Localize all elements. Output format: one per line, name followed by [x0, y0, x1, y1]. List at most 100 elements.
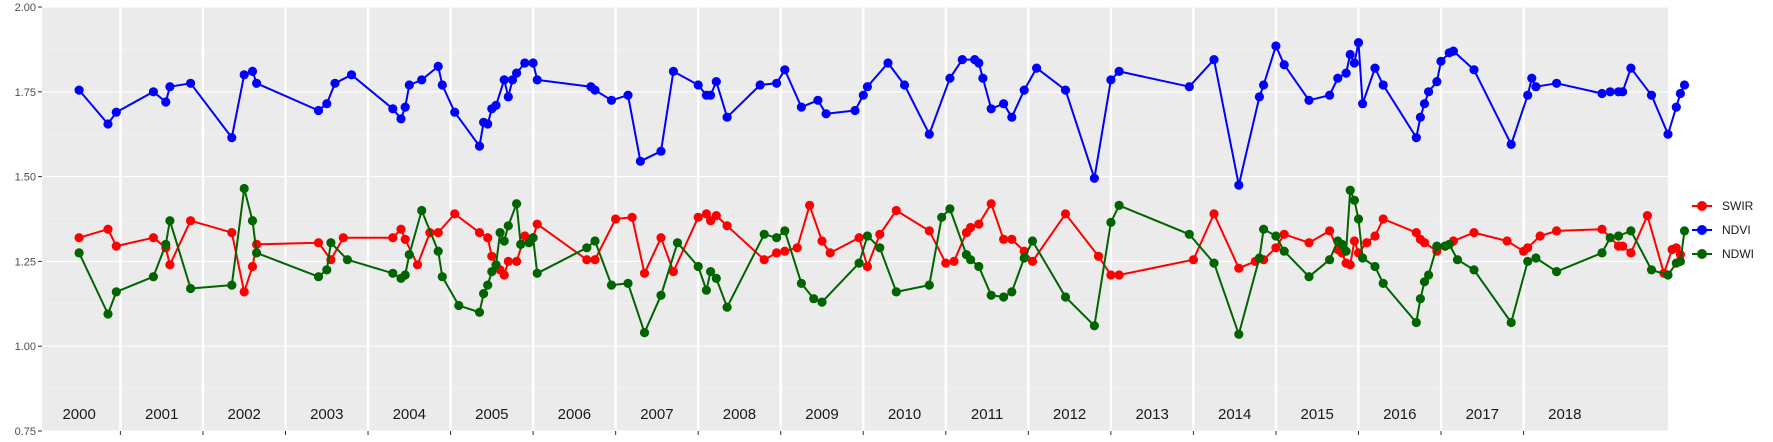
data-point-ndvi — [165, 82, 175, 92]
data-point-ndvi — [711, 77, 721, 87]
data-point-ndwi — [656, 290, 666, 300]
data-point-ndvi — [623, 90, 633, 100]
data-point-ndvi — [1234, 180, 1244, 190]
data-point-ndwi — [1675, 256, 1685, 266]
data-point-ndvi — [252, 78, 262, 88]
data-point-ndvi — [186, 78, 196, 88]
data-point-swir — [1345, 260, 1355, 270]
data-point-ndvi — [1106, 75, 1116, 85]
data-point-ndvi — [1007, 112, 1017, 122]
data-point-ndwi — [1370, 261, 1380, 272]
data-point-ndwi — [326, 238, 336, 248]
data-point-ndvi — [1432, 77, 1442, 87]
data-point-ndvi — [656, 146, 666, 156]
data-point-swir — [1279, 229, 1289, 239]
year-label: 2011 — [971, 406, 1003, 423]
data-point-swir — [1419, 238, 1430, 248]
data-point-ndvi — [1259, 80, 1269, 90]
data-point-swir — [1552, 226, 1562, 236]
data-point-ndwi — [511, 199, 522, 209]
data-point-ndwi — [1325, 255, 1335, 265]
data-point-ndwi — [1419, 277, 1430, 287]
data-point-ndvi — [924, 129, 934, 139]
data-point-ndwi — [862, 231, 873, 241]
data-point-ndwi — [227, 280, 237, 290]
data-point-ndvi — [417, 75, 427, 85]
data-point-swir — [924, 226, 934, 236]
year-label: 2017 — [1466, 406, 1499, 423]
data-point-ndvi — [1341, 68, 1351, 78]
data-point-ndwi — [1304, 272, 1314, 282]
data-point-ndwi — [945, 204, 955, 214]
data-point-swir — [388, 233, 398, 243]
data-point-ndvi — [437, 80, 447, 90]
data-point-ndvi — [1279, 60, 1289, 70]
data-point-ndwi — [1027, 236, 1038, 246]
data-point-ndwi — [974, 261, 984, 272]
data-point-ndvi — [693, 80, 703, 90]
data-point-ndvi — [635, 156, 646, 166]
data-point-ndwi — [1424, 270, 1434, 280]
data-point-ndvi — [491, 100, 501, 110]
data-point-ndwi — [693, 261, 703, 272]
data-point-ndwi — [474, 307, 485, 317]
data-point-ndvi — [1060, 85, 1071, 95]
data-point-ndwi — [1646, 265, 1657, 275]
data-point-ndvi — [313, 105, 324, 116]
data-point-ndwi — [1254, 253, 1264, 263]
data-point-ndvi — [433, 61, 443, 71]
data-point-ndwi — [606, 280, 617, 290]
data-point-ndvi — [499, 75, 509, 85]
data-point-swir — [1597, 224, 1607, 234]
data-point-ndwi — [759, 229, 769, 239]
data-point-ndwi — [479, 289, 489, 299]
data-point-swir — [1502, 236, 1512, 246]
data-point-ndvi — [1552, 78, 1562, 88]
data-point-ndvi — [796, 102, 807, 112]
data-point-ndwi — [247, 216, 258, 226]
data-point-ndwi — [1469, 265, 1479, 275]
legend-key-point — [1697, 249, 1707, 259]
data-point-swir — [503, 256, 513, 266]
data-point-ndvi — [400, 102, 410, 112]
data-point-ndvi — [1333, 73, 1343, 83]
data-point-swir — [338, 233, 348, 243]
data-point-ndvi — [986, 104, 996, 114]
data-point-ndwi — [1452, 255, 1463, 265]
legend-label: SWIR — [1722, 199, 1754, 213]
data-point-ndvi — [1679, 80, 1690, 90]
data-point-swir — [239, 287, 249, 297]
data-point-ndwi — [817, 297, 827, 307]
data-point-ndvi — [247, 66, 258, 76]
data-point-ndwi — [483, 280, 493, 290]
data-point-ndvi — [1304, 95, 1314, 105]
data-point-ndwi — [623, 278, 633, 288]
data-point-ndvi — [772, 78, 782, 88]
year-label: 2001 — [145, 406, 178, 423]
data-point-swir — [656, 233, 666, 243]
data-point-swir — [165, 260, 175, 270]
data-point-swir — [986, 199, 996, 209]
year-label: 2013 — [1135, 406, 1168, 423]
data-point-ndwi — [701, 285, 712, 295]
data-point-ndwi — [1060, 292, 1071, 302]
data-point-swir — [499, 270, 509, 280]
data-point-ndvi — [780, 65, 790, 75]
data-point-ndwi — [1613, 231, 1624, 241]
data-point-ndvi — [978, 73, 988, 83]
data-point-ndvi — [813, 95, 823, 105]
legend-key-point — [1697, 201, 1707, 211]
data-point-ndvi — [755, 80, 765, 90]
data-point-swir — [1523, 243, 1533, 253]
data-point-ndvi — [1671, 102, 1681, 112]
data-point-ndwi — [1358, 253, 1368, 263]
data-point-ndwi — [516, 239, 526, 249]
data-point-swir — [722, 221, 732, 231]
data-point-ndwi — [1432, 241, 1442, 251]
data-point-ndwi — [672, 238, 683, 248]
data-point-ndwi — [495, 228, 505, 238]
data-point-ndwi — [772, 233, 782, 243]
legend-item-ndwi: NDWI — [1692, 247, 1754, 261]
year-label: 2006 — [558, 406, 591, 423]
